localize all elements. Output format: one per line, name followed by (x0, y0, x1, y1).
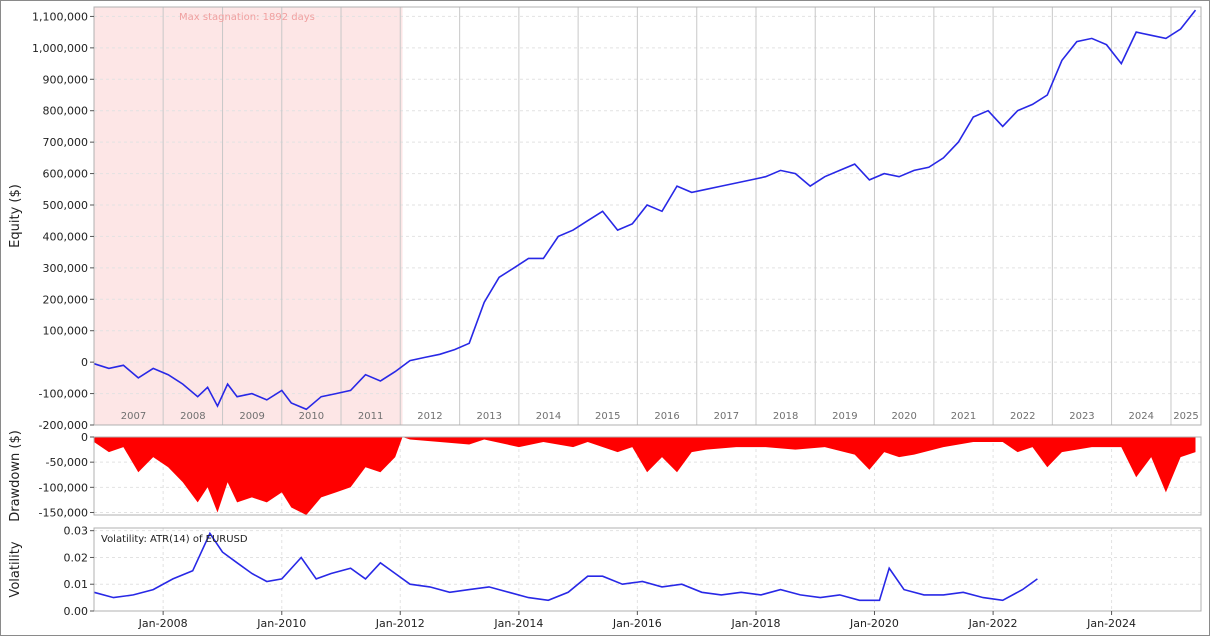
y-tick-label: 0.02 (64, 551, 89, 564)
x-tick-label: Jan-2024 (1086, 617, 1136, 630)
x-axis-ticks: Jan-2008 Jan-2010 Jan-2012 Jan-2014 Jan-2016… (138, 611, 1136, 630)
x-tick-label: Jan-2020 (849, 617, 899, 630)
equity-y-ticks: -200,000 -100,000 0 100,000 200,000 300,000 40… (32, 10, 94, 432)
drawdown-y-axis-title: Drawdown ($) (8, 430, 23, 522)
y-tick-label: 1,000,000 (32, 42, 88, 55)
year-label: 2009 (239, 411, 264, 422)
drawdown-plot-border (93, 436, 1202, 516)
y-tick-label: 0.00 (64, 605, 89, 618)
year-label: 2010 (299, 411, 324, 422)
volatility-annotation: Volatility: ATR(14) of EURUSD (101, 534, 248, 545)
year-label: 2021 (951, 411, 976, 422)
year-label: 2015 (595, 411, 620, 422)
y-tick-label: 1,100,000 (32, 10, 88, 23)
equity-panel: 2007 2008 2009 2010 2011 2012 2013 2014 2015 2016… (8, 6, 1202, 432)
y-tick-label: 0 (81, 431, 88, 444)
x-tick-label: Jan-2008 (138, 617, 188, 630)
drawdown-y-ticks: 0 -50,000 -100,000 -150,000 (39, 431, 94, 519)
drawdown-area (94, 437, 1196, 515)
equity-plot-border (93, 6, 1202, 426)
y-tick-label: 200,000 (43, 293, 89, 306)
y-tick-label: -150,000 (39, 506, 88, 519)
x-tick-label: Jan-2012 (375, 617, 425, 630)
x-tick-label: Jan-2022 (968, 617, 1018, 630)
y-tick-label: 300,000 (43, 262, 89, 275)
y-tick-label: -50,000 (46, 456, 88, 469)
volatility-gridlines (94, 528, 1201, 612)
year-label: 2020 (891, 411, 916, 422)
year-label: 2014 (536, 411, 561, 422)
stagnation-shade (94, 7, 403, 425)
year-label: 2022 (1010, 411, 1035, 422)
volatility-panel: 0.00 0.01 0.02 0.03 Jan-2008 Jan-2010 Jan-201… (8, 525, 1202, 630)
y-tick-label: 0.03 (64, 525, 89, 538)
y-tick-label: -100,000 (39, 481, 88, 494)
y-tick-label: 0.01 (64, 578, 89, 591)
equity-line (93, 9, 1197, 411)
x-tick-label: Jan-2014 (493, 617, 543, 630)
year-label: 2023 (1069, 411, 1094, 422)
y-tick-label: -200,000 (39, 419, 88, 432)
year-label: 2012 (417, 411, 442, 422)
x-tick-label: Jan-2016 (612, 617, 662, 630)
year-label: 2007 (121, 411, 146, 422)
y-tick-label: 100,000 (43, 325, 89, 338)
year-label: 2008 (180, 411, 205, 422)
volatility-y-axis-title: Volatility (8, 541, 23, 597)
x-tick-label: Jan-2018 (731, 617, 781, 630)
year-label: 2018 (773, 411, 798, 422)
volatility-line (93, 531, 1038, 602)
year-label: 2019 (832, 411, 857, 422)
y-tick-label: 900,000 (43, 73, 89, 86)
y-tick-label: 700,000 (43, 136, 89, 149)
drawdown-panel: 0 -50,000 -100,000 -150,000 Drawdown ($) (8, 430, 1202, 522)
y-tick-label: -100,000 (39, 388, 88, 401)
volatility-plot-border (93, 527, 1202, 612)
year-label: 2011 (358, 411, 383, 422)
year-labels: 2007 2008 2009 2010 2011 2012 2013 2014 2015 2016… (121, 411, 1199, 422)
y-tick-label: 500,000 (43, 199, 89, 212)
year-label: 2016 (654, 411, 679, 422)
year-label: 2013 (477, 411, 502, 422)
year-separators (162, 7, 1172, 425)
volatility-y-ticks: 0.00 0.01 0.02 0.03 (64, 525, 94, 618)
equity-y-axis-title: Equity ($) (8, 184, 23, 248)
y-tick-label: 400,000 (43, 230, 89, 243)
year-label: 2017 (714, 411, 739, 422)
stagnation-annotation: Max stagnation: 1892 days (179, 12, 315, 23)
year-label: 2024 (1129, 411, 1154, 422)
x-tick-label: Jan-2010 (256, 617, 306, 630)
y-tick-label: 600,000 (43, 168, 89, 181)
year-label: 2025 (1173, 411, 1198, 422)
y-tick-label: 800,000 (43, 105, 89, 118)
y-tick-label: 0 (81, 356, 88, 369)
